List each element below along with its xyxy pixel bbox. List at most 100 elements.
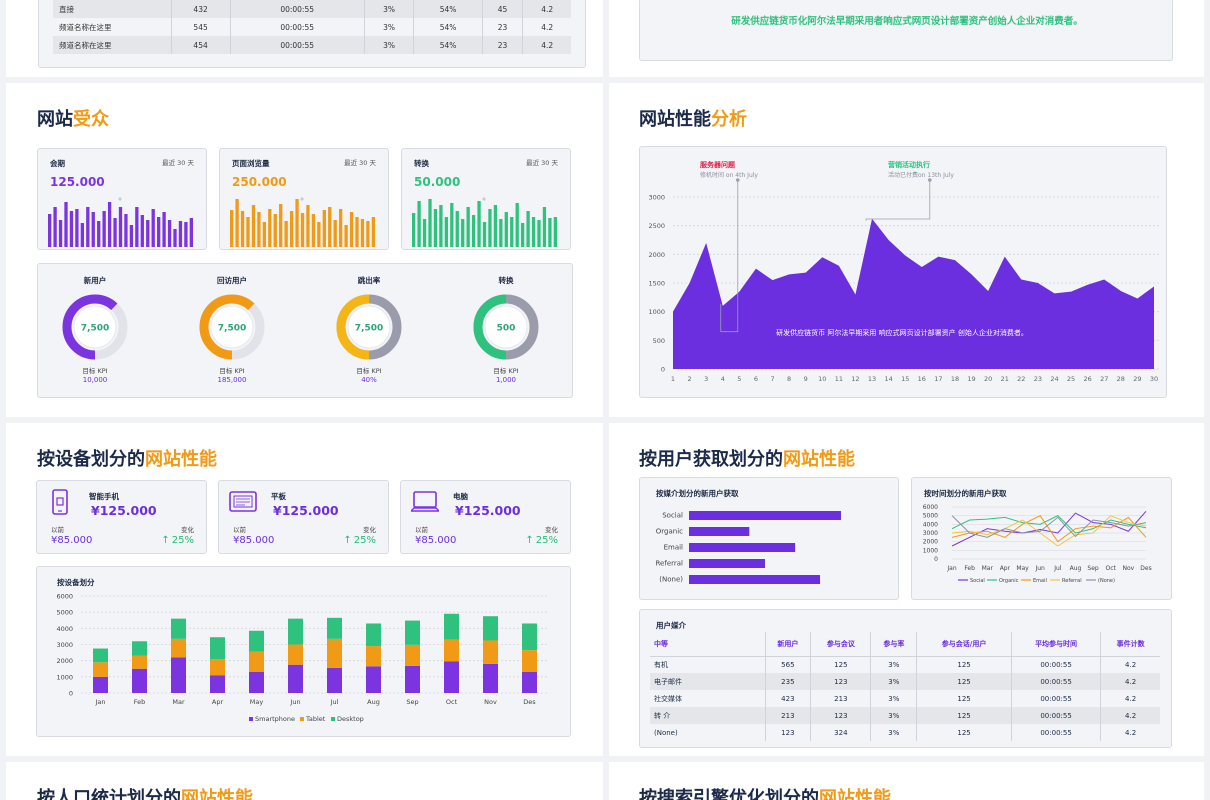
y-tick-label: 2000	[56, 657, 73, 665]
x-tick-label: 27	[1100, 375, 1108, 383]
table-header: 中等	[650, 632, 766, 657]
device-value: ¥125.000	[91, 503, 157, 518]
device-prev-label: 以前	[233, 526, 246, 534]
mini-bar	[140, 215, 144, 247]
legend-label: Social	[970, 578, 985, 584]
mini-bar	[344, 225, 348, 247]
table-cell: 565	[765, 656, 812, 673]
table-row: 社交媒体 423 213 3% 125 00:00:55 4.2	[650, 690, 1160, 707]
device-name: 平板	[271, 492, 286, 501]
x-tick-label: 10	[818, 375, 826, 383]
donut-center	[73, 305, 117, 349]
tablet-icon	[229, 489, 257, 515]
mini-bar	[333, 220, 337, 247]
device-change-label: 变化	[181, 526, 194, 534]
mini-bar	[53, 207, 57, 247]
legend-swatch	[300, 717, 304, 721]
table-cell: 23	[482, 36, 524, 54]
medium-bar-title: 按媒介划分的新用户获取	[656, 489, 739, 498]
table-cell: 125	[916, 707, 1012, 724]
x-tick-label: Jul	[1053, 565, 1062, 572]
mini-bar	[157, 217, 161, 247]
annotation-dot	[927, 178, 932, 182]
device-name: 智能手机	[89, 492, 119, 501]
x-tick-label: Apr	[1000, 565, 1011, 572]
device-chart-title: 按设备划分	[57, 578, 95, 587]
table-cell: 432	[171, 0, 231, 18]
mini-bar	[349, 212, 354, 247]
table-cell: 00:00:55	[230, 0, 365, 18]
table-cell: 123	[765, 724, 812, 741]
mini-bar	[300, 213, 305, 247]
table-cell: 125	[916, 690, 1012, 707]
table-cell: 125	[916, 656, 1012, 673]
stat-card: 转换 最近 30 天 50.000	[401, 148, 571, 250]
mini-bar	[146, 220, 150, 247]
bar-category-label: Referral	[656, 560, 684, 568]
mini-bar	[257, 212, 261, 247]
mini-bar	[162, 212, 166, 247]
stacked-bar-segment	[210, 659, 225, 676]
mini-bar	[113, 218, 117, 247]
table-cell: 4.2	[1125, 660, 1137, 669]
table-cell: 4.2	[522, 0, 571, 18]
table-cell: 频道名称在这里	[53, 36, 172, 54]
donut-label: 回访用户	[217, 276, 247, 285]
stat-card-value: 250.000	[232, 175, 287, 189]
mini-bar	[273, 214, 277, 247]
table-cell: 4.2	[1100, 707, 1160, 724]
table-cell: 123	[810, 673, 872, 690]
legend-label: Desktop	[337, 715, 364, 723]
mini-bar	[118, 207, 123, 247]
mini-bar	[284, 221, 288, 247]
medium-table-card: 用户媒介 中等 新用户 参与会议 参与率 参与会话/用户 平均参与时间 事件计数 有机 565…	[639, 609, 1172, 748]
mini-bar	[129, 225, 134, 247]
mini-bar	[455, 211, 459, 247]
device-value: ¥125.000	[273, 503, 339, 518]
x-tick-label: 25	[1067, 375, 1075, 383]
annotation-title: 服务器问题	[700, 160, 736, 169]
table-header: 新用户	[765, 632, 812, 657]
x-tick-label: Des	[523, 698, 536, 706]
stacked-bar-segment	[444, 639, 459, 662]
mini-bar	[80, 223, 84, 247]
stacked-bar-segment	[405, 644, 420, 666]
stacked-bar-segment	[444, 613, 459, 640]
mini-bar	[417, 201, 421, 247]
mini-bar	[466, 207, 470, 247]
mini-bar	[537, 220, 541, 247]
mini-bar	[48, 214, 52, 247]
stacked-bar-segment	[249, 630, 264, 652]
time-line-card: 按时间划分的新用户获取 0 1000 2000 3000 4000 5000 6000 Jan…	[911, 477, 1172, 600]
device-prev-value: ¥85.000	[51, 535, 93, 546]
legend-label: Organic	[999, 578, 1019, 584]
bar-category-label: Social	[662, 512, 683, 520]
stacked-bar-segment	[522, 623, 537, 651]
mini-bar	[289, 211, 294, 247]
stat-card-period: 最近 30 天	[344, 159, 376, 167]
table-header: 平均参与时间	[1011, 632, 1102, 657]
device-change-label: 变化	[545, 526, 558, 534]
table-cell: 4.2	[522, 18, 571, 36]
donut-kpi-value: 40%	[361, 376, 377, 384]
stacked-bar-segment	[171, 618, 186, 639]
donut-fill	[62, 294, 128, 360]
donut-kpi-label: 目标 KPI	[219, 367, 245, 375]
mini-bar-chart	[412, 197, 557, 247]
mini-bar	[64, 202, 68, 247]
y-tick-label: 0	[661, 366, 665, 374]
mini-bar	[251, 205, 256, 247]
stacked-bar-segment	[522, 650, 537, 672]
y-tick-label: 2500	[648, 222, 665, 230]
bar-category-label: Email	[664, 544, 683, 552]
table-cell: 423	[765, 690, 812, 707]
donut-label: 转换	[498, 276, 514, 285]
stacked-bar-segment	[444, 661, 459, 693]
table-cell: 00:00:55	[1011, 673, 1102, 690]
x-tick-label: Jan	[946, 565, 956, 572]
y-tick-label: 4000	[56, 625, 73, 633]
x-tick-label: 20	[984, 375, 992, 383]
series-line	[951, 515, 1147, 547]
table-cell: 125	[916, 724, 1012, 741]
